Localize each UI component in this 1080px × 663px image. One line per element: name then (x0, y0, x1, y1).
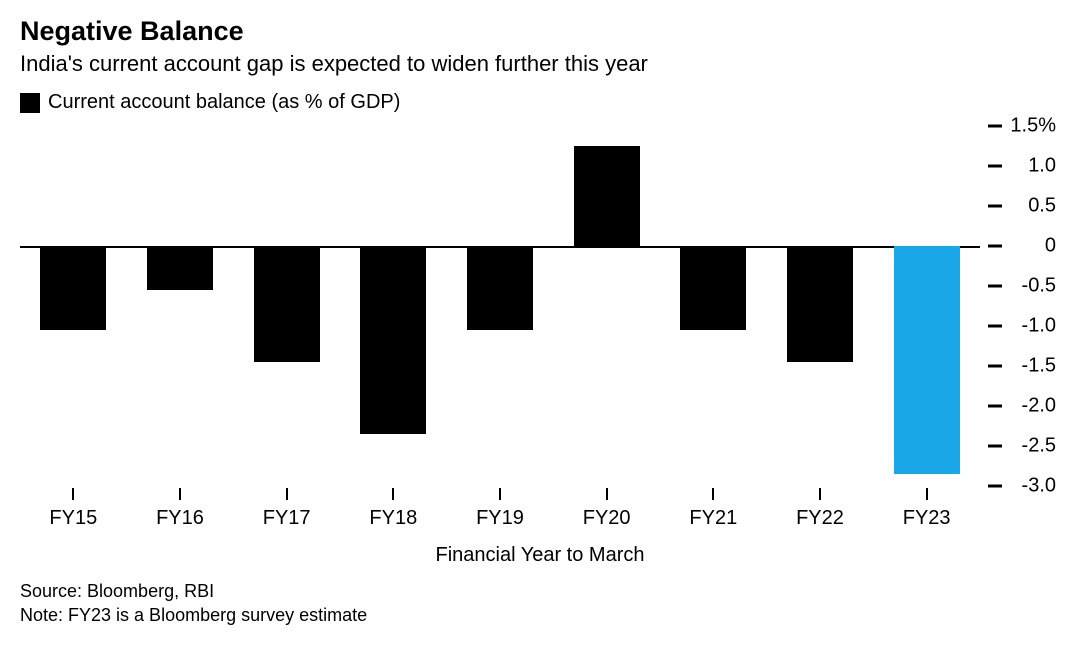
x-tick-label: FY17 (263, 507, 311, 530)
note-line: Note: FY23 is a Bloomberg survey estimat… (20, 603, 1060, 627)
y-tick-mark (988, 325, 1002, 328)
x-tick-label: FY15 (49, 507, 97, 530)
bar (574, 146, 640, 246)
bar (467, 246, 533, 330)
y-tick-mark (988, 485, 1002, 488)
x-axis-label: Financial Year to March (20, 544, 1060, 567)
y-tick-mark (988, 204, 1002, 207)
bar (254, 246, 320, 362)
y-tick-label: -0.5 (1002, 274, 1060, 297)
y-tick-mark (988, 245, 1002, 248)
y-tick-mark (988, 444, 1002, 447)
x-tick-mark (286, 488, 288, 500)
y-axis: 1.5%1.00.50-0.5-1.0-1.5-2.0-2.5-3.0 (980, 126, 1060, 486)
bar (360, 246, 426, 434)
x-tick-mark (72, 488, 74, 500)
bar (787, 246, 853, 362)
legend: Current account balance (as % of GDP) (20, 91, 1060, 114)
y-tick-label: 0.5 (1002, 194, 1060, 217)
y-tick-mark (988, 405, 1002, 408)
y-tick-label: -2.5 (1002, 434, 1060, 457)
bar (147, 246, 213, 290)
bar (40, 246, 106, 330)
x-tick-mark (819, 488, 821, 500)
x-tick-label: FY20 (583, 507, 631, 530)
x-tick-mark (926, 488, 928, 500)
x-tick-label: FY21 (689, 507, 737, 530)
y-tick-mark (988, 164, 1002, 167)
y-tick-label: 0 (1002, 235, 1060, 258)
bar (894, 246, 960, 474)
x-tick-label: FY22 (796, 507, 844, 530)
y-tick-label: -2.0 (1002, 395, 1060, 418)
y-tick: 1.5% (980, 115, 1060, 138)
legend-swatch (20, 93, 40, 113)
y-tick-label: -1.5 (1002, 355, 1060, 378)
legend-label: Current account balance (as % of GDP) (48, 91, 400, 114)
y-tick: -1.5 (980, 355, 1060, 378)
x-tick-mark (606, 488, 608, 500)
y-tick: -0.5 (980, 274, 1060, 297)
y-tick-label: 1.5% (1002, 115, 1060, 138)
x-tick-mark (179, 488, 181, 500)
bar (680, 246, 746, 330)
y-tick-label: -1.0 (1002, 315, 1060, 338)
x-tick-mark (712, 488, 714, 500)
x-tick-mark (392, 488, 394, 500)
y-tick: 0.5 (980, 194, 1060, 217)
y-tick-label: -3.0 (1002, 475, 1060, 498)
source-line: Source: Bloomberg, RBI (20, 579, 1060, 603)
x-tick-mark (499, 488, 501, 500)
y-tick-mark (988, 365, 1002, 368)
plot-area: FY15FY16FY17FY18FY19FY20FY21FY22FY23 (20, 126, 980, 486)
y-tick-mark (988, 284, 1002, 287)
y-tick: 1.0 (980, 154, 1060, 177)
y-tick: -2.0 (980, 395, 1060, 418)
chart-footer: Source: Bloomberg, RBI Note: FY23 is a B… (20, 579, 1060, 628)
chart-subtitle: India's current account gap is expected … (20, 51, 1060, 77)
x-tick-label: FY23 (903, 507, 951, 530)
x-tick-label: FY19 (476, 507, 524, 530)
chart: FY15FY16FY17FY18FY19FY20FY21FY22FY23 1.5… (20, 126, 1060, 536)
x-tick-label: FY18 (369, 507, 417, 530)
y-tick-label: 1.0 (1002, 154, 1060, 177)
y-tick: -1.0 (980, 315, 1060, 338)
x-tick-label: FY16 (156, 507, 204, 530)
y-tick: -2.5 (980, 434, 1060, 457)
chart-title: Negative Balance (20, 16, 1060, 47)
y-tick-mark (988, 125, 1002, 128)
y-tick: -3.0 (980, 475, 1060, 498)
y-tick: 0 (980, 235, 1060, 258)
